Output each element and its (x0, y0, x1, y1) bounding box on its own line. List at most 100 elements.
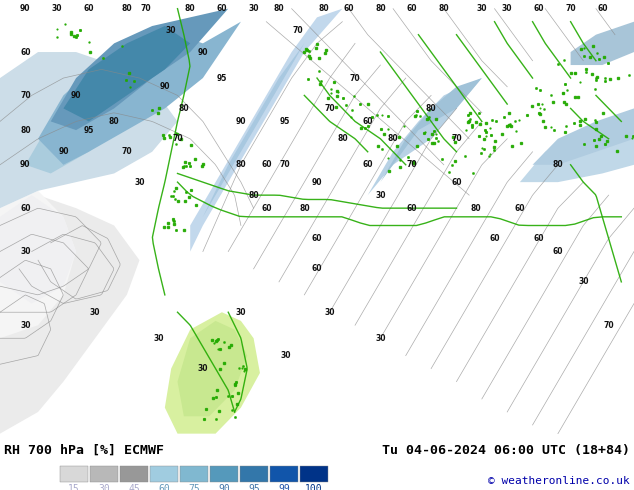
Text: 90: 90 (312, 178, 322, 187)
Text: 30: 30 (98, 484, 110, 490)
Text: 60: 60 (158, 484, 170, 490)
Text: 60: 60 (534, 234, 544, 243)
Text: 80: 80 (274, 4, 284, 13)
Text: 60: 60 (515, 204, 525, 213)
Text: 90: 90 (160, 82, 170, 91)
Text: 60: 60 (344, 4, 354, 13)
Polygon shape (520, 122, 634, 182)
Text: 70: 70 (451, 134, 462, 143)
Text: 80: 80 (388, 134, 398, 143)
Polygon shape (0, 195, 139, 434)
Text: 70: 70 (293, 26, 303, 35)
Text: 30: 30 (375, 334, 385, 343)
Polygon shape (0, 52, 178, 208)
Text: 80: 80 (179, 104, 189, 113)
Text: 30: 30 (90, 308, 100, 317)
Text: 30: 30 (166, 26, 176, 35)
Bar (90, 466, 118, 482)
Text: 80: 80 (299, 204, 309, 213)
Text: 80: 80 (375, 4, 385, 13)
Text: 70: 70 (325, 104, 335, 113)
Bar (270, 466, 298, 482)
Text: 60: 60 (312, 265, 322, 273)
Text: 80: 80 (122, 4, 132, 13)
Text: 70: 70 (280, 160, 290, 169)
Text: 30: 30 (375, 191, 385, 199)
Text: 70: 70 (407, 160, 417, 169)
Text: 99: 99 (278, 484, 290, 490)
Text: 90: 90 (58, 147, 68, 156)
Text: 30: 30 (153, 334, 164, 343)
Text: 60: 60 (553, 247, 563, 256)
Text: 60: 60 (489, 234, 500, 243)
Text: 30: 30 (236, 308, 246, 317)
Text: 30: 30 (502, 4, 512, 13)
Text: 30: 30 (280, 351, 290, 360)
Text: 30: 30 (20, 247, 30, 256)
Bar (180, 466, 208, 482)
Text: 90: 90 (218, 484, 230, 490)
Polygon shape (368, 78, 482, 195)
Text: 70: 70 (350, 74, 360, 82)
Bar (60, 466, 88, 482)
Polygon shape (203, 17, 330, 217)
Text: 60: 60 (20, 48, 30, 56)
Polygon shape (216, 35, 317, 195)
Text: 75: 75 (188, 484, 200, 490)
Polygon shape (0, 191, 76, 338)
Text: 30: 30 (134, 178, 145, 187)
Text: 60: 60 (312, 234, 322, 243)
Text: 60: 60 (84, 4, 94, 13)
Polygon shape (51, 9, 228, 130)
Polygon shape (380, 78, 482, 182)
Text: 60: 60 (534, 4, 544, 13)
Text: 80: 80 (185, 4, 195, 13)
Text: 30: 30 (20, 321, 30, 330)
Text: 95: 95 (248, 484, 260, 490)
Text: 100: 100 (305, 484, 323, 490)
Polygon shape (38, 22, 241, 165)
Text: 90: 90 (236, 117, 246, 126)
Text: 45: 45 (128, 484, 140, 490)
Text: 95: 95 (84, 125, 94, 135)
Text: 60: 60 (407, 204, 417, 213)
Text: 60: 60 (363, 117, 373, 126)
Polygon shape (190, 9, 342, 251)
Bar (210, 466, 238, 482)
Text: 60: 60 (20, 204, 30, 213)
Text: 60: 60 (597, 4, 607, 13)
Text: 80: 80 (553, 160, 563, 169)
Polygon shape (0, 195, 76, 304)
Text: 80: 80 (236, 160, 246, 169)
Text: 70: 70 (141, 4, 151, 13)
Text: 30: 30 (249, 4, 259, 13)
Text: 60: 60 (451, 178, 462, 187)
Text: 80: 80 (318, 4, 328, 13)
Text: 30: 30 (325, 308, 335, 317)
Text: 60: 60 (261, 204, 271, 213)
Text: 70: 70 (20, 91, 30, 100)
Polygon shape (178, 321, 247, 416)
Bar (300, 466, 328, 482)
Polygon shape (533, 108, 634, 165)
Text: 80: 80 (20, 125, 30, 135)
Text: 30: 30 (477, 4, 487, 13)
Bar (240, 466, 268, 482)
Text: 30: 30 (52, 4, 62, 13)
Text: 80: 80 (426, 104, 436, 113)
Bar (150, 466, 178, 482)
Text: 70: 70 (172, 134, 183, 143)
Text: 80: 80 (470, 204, 481, 213)
Polygon shape (571, 22, 634, 65)
Text: © weatheronline.co.uk: © weatheronline.co.uk (488, 476, 630, 486)
Text: 70: 70 (566, 4, 576, 13)
Text: 15: 15 (68, 484, 80, 490)
Text: 30: 30 (578, 277, 588, 286)
Text: 90: 90 (71, 91, 81, 100)
Bar (120, 466, 148, 482)
Text: 60: 60 (407, 4, 417, 13)
Polygon shape (25, 44, 190, 173)
Text: 80: 80 (439, 4, 449, 13)
Text: 60: 60 (363, 160, 373, 169)
Text: 70: 70 (122, 147, 132, 156)
